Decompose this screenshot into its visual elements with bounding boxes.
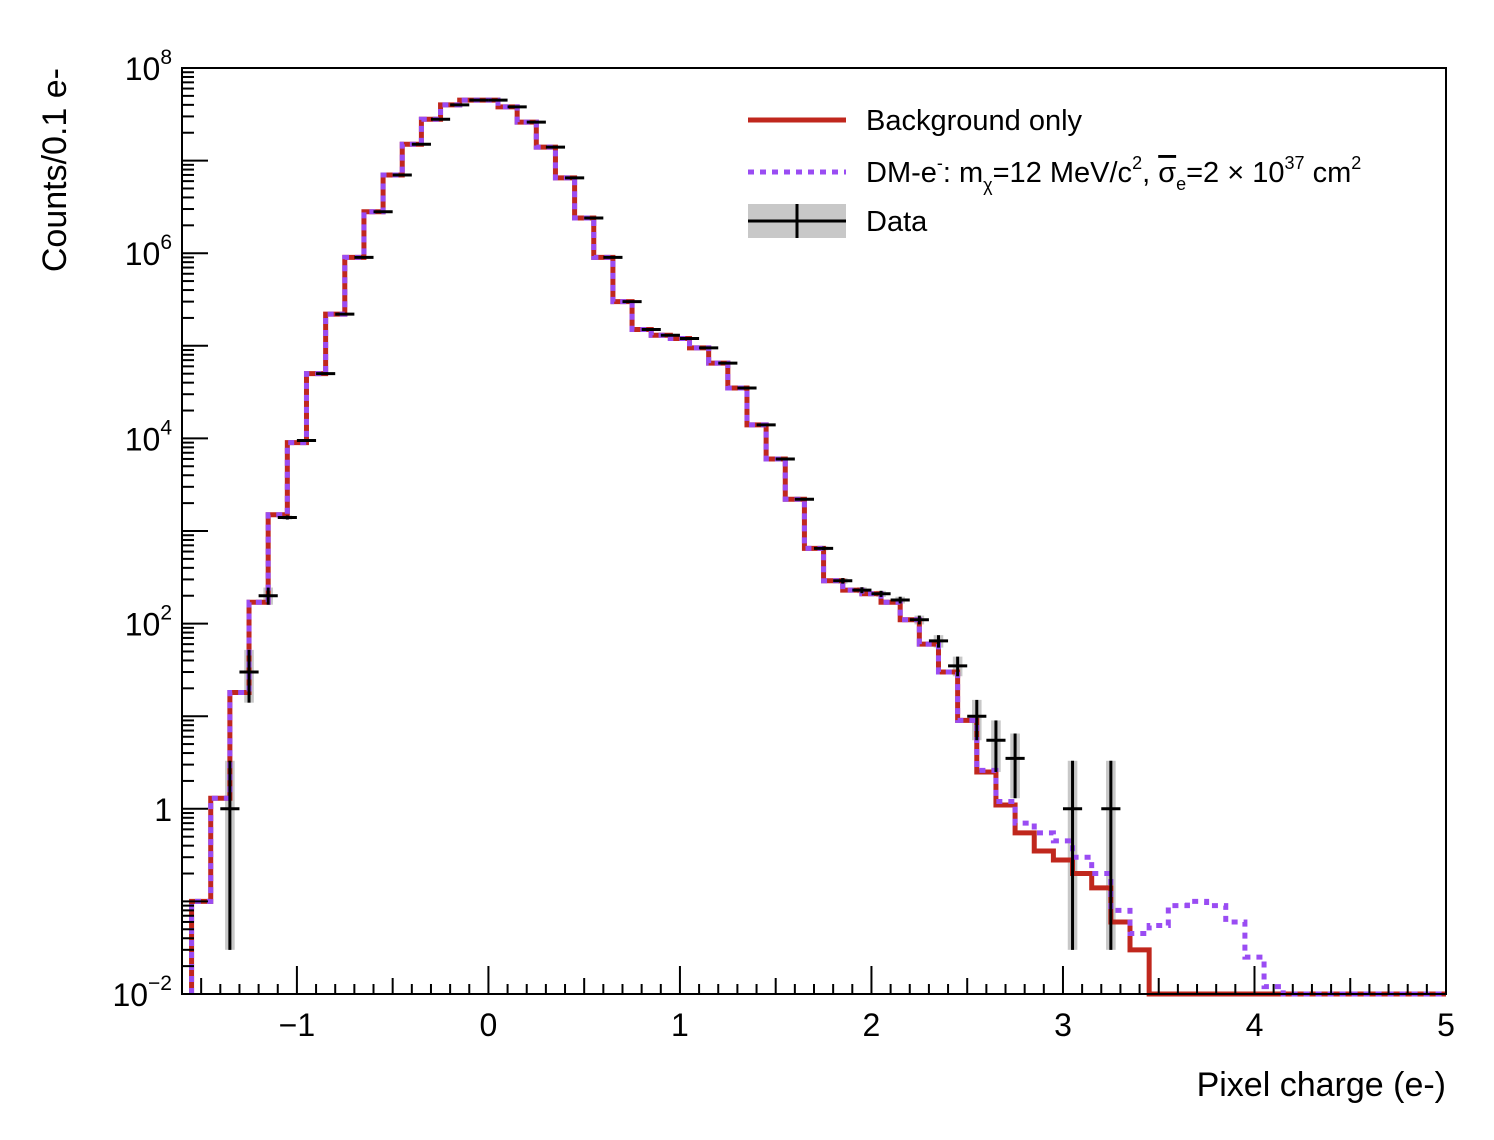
data-points [220, 98, 1121, 950]
series-lines [189, 97, 1446, 997]
x-tick-label: 2 [863, 1007, 881, 1043]
legend-label-data: Data [866, 206, 928, 238]
x-axis: −1 0 1 2 3 4 5 [200, 966, 1455, 1043]
x-tick-label: 3 [1054, 1007, 1072, 1043]
x-tick-label: 0 [480, 1007, 498, 1043]
x-tick-label: 1 [671, 1007, 689, 1043]
y-tick-label: 108 [125, 46, 172, 87]
y-tick-label: 106 [125, 231, 172, 272]
legend-label-background: Background only [866, 105, 1083, 137]
legend-label-dm: DM-e-: mχ=12 MeV/c2, σe=2 × 1037 cm2 [866, 153, 1361, 195]
y-axis-label: Counts/0.1 e- [36, 68, 74, 272]
y-tick-label: 102 [125, 602, 172, 643]
legend: Background only DM-e-: mχ=12 MeV/c2, σe=… [748, 105, 1361, 238]
y-tick-label: 104 [125, 416, 173, 457]
y-tick-label: 1 [154, 792, 172, 828]
x-axis-label: Pixel charge (e-) [1197, 1066, 1446, 1104]
x-tick-label: 5 [1437, 1007, 1455, 1043]
dm-e-histogram [189, 97, 1446, 997]
y-axis: 10−2 1 102 104 106 108 [112, 46, 208, 1013]
x-tick-label: −1 [279, 1007, 315, 1043]
y-tick-label: 10−2 [112, 972, 172, 1013]
x-tick-label: 4 [1246, 1007, 1264, 1043]
